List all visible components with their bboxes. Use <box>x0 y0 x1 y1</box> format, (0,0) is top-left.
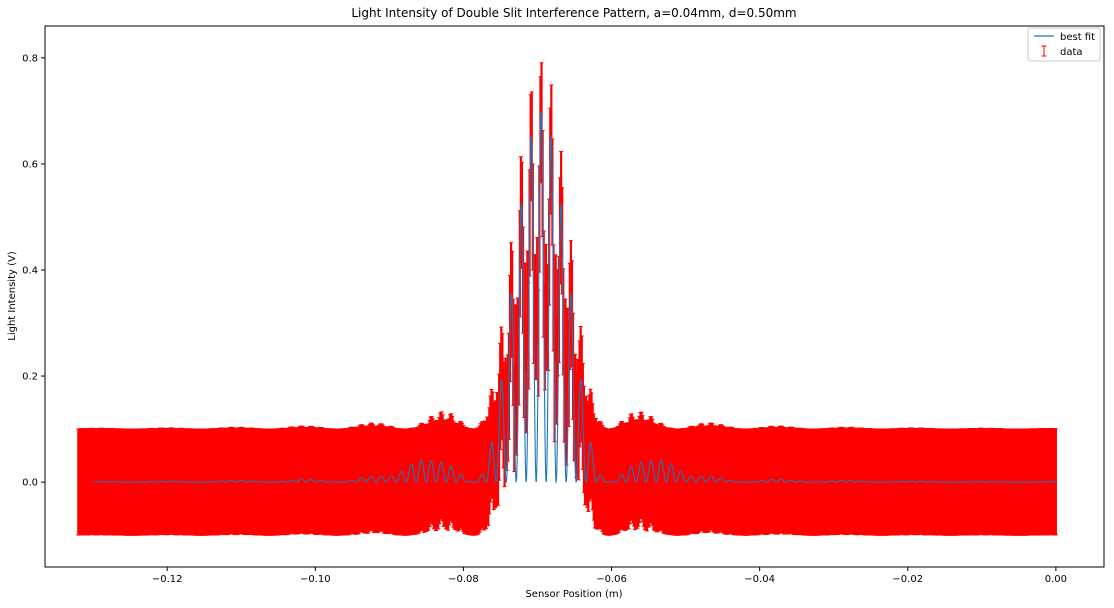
chart-title: Light Intensity of Double Slit Interfere… <box>351 6 796 20</box>
legend: best fit data <box>1027 27 1101 62</box>
legend-best-fit-label: best fit <box>1060 32 1095 43</box>
legend-data-label: data <box>1060 47 1083 58</box>
best-fit-line <box>93 110 1056 484</box>
x-tick-label: −0.02 <box>892 574 923 585</box>
x-axis: −0.12 −0.10 −0.08 −0.06 −0.04 −0.02 0.00 <box>152 567 1067 585</box>
x-tick-label: −0.10 <box>300 574 331 585</box>
y-tick-label: 0.4 <box>22 265 38 276</box>
fit-layer <box>93 110 1056 484</box>
x-tick-label: 0.00 <box>1045 574 1067 585</box>
x-tick-label: −0.12 <box>152 574 183 585</box>
legend-data-swatch <box>1041 45 1047 57</box>
x-tick-label: −0.06 <box>596 574 627 585</box>
x-tick-label: −0.04 <box>744 574 775 585</box>
y-tick-label: 0.6 <box>22 159 38 170</box>
y-tick-label: 0.0 <box>22 478 38 489</box>
y-tick-label: 0.2 <box>22 372 38 383</box>
x-tick-label: −0.08 <box>448 574 479 585</box>
plot-area <box>44 25 1105 568</box>
y-tick-label: 0.8 <box>22 53 38 64</box>
y-axis-label: Light Intensity (V) <box>7 251 18 341</box>
axes-frame <box>44 25 1105 568</box>
x-axis-label: Sensor Position (m) <box>525 589 622 600</box>
y-axis: 0.0 0.2 0.4 0.6 0.8 <box>22 53 45 489</box>
